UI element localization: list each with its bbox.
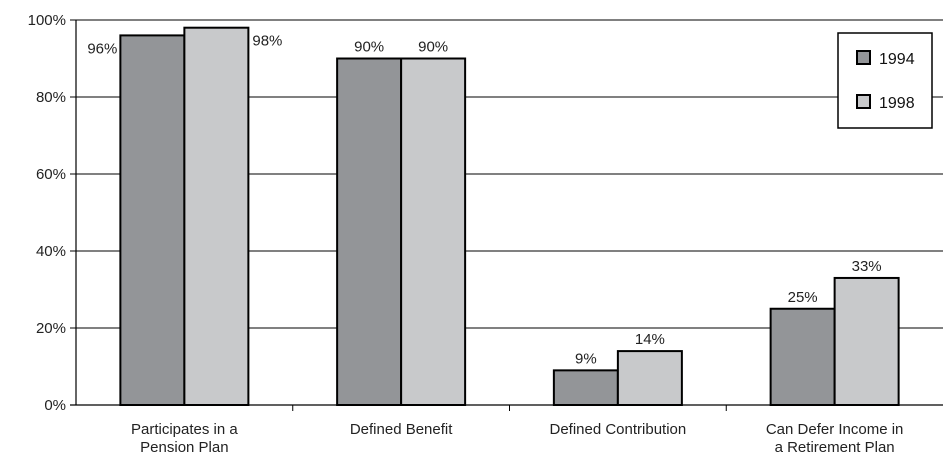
x-category-label-line: Pension Plan <box>140 439 228 456</box>
bar-1994-2 <box>552 369 619 407</box>
y-tick-label: 80% <box>36 89 66 106</box>
y-tick-label: 40% <box>36 243 66 260</box>
legend-label-1994: 1994 <box>879 51 915 68</box>
bar-1994-0 <box>119 34 186 407</box>
data-label: 96% <box>87 40 117 57</box>
x-category-label-line: Can Defer Income in <box>766 421 904 438</box>
x-category-label-line: Participates in a <box>131 421 238 438</box>
y-tick-label: 60% <box>36 166 66 183</box>
x-category-label-line: Defined Benefit <box>350 421 453 438</box>
bar-1998-1 <box>400 57 467 406</box>
legend-swatch-1994 <box>856 50 871 65</box>
data-label: 9% <box>575 350 597 367</box>
bar-1998-0 <box>183 26 250 406</box>
legend: 1994 1998 <box>837 32 933 129</box>
x-category-label-line: Defined Contribution <box>549 421 686 438</box>
legend-label-1998: 1998 <box>879 95 915 112</box>
data-labels: 96% 90% 9% 25% 98% 90% 14% 33% <box>87 33 881 368</box>
y-tick-label: 100% <box>28 12 66 29</box>
data-label: 90% <box>418 39 448 56</box>
y-tick-label: 0% <box>44 397 66 414</box>
bars <box>119 26 900 407</box>
bar-1998-3 <box>833 276 900 407</box>
x-category-label: Can Defer Income in a Retirement Plan <box>766 421 904 456</box>
x-category-label: Defined Contribution <box>549 421 686 438</box>
legend-swatch-1998 <box>856 94 871 109</box>
x-category-label-line: a Retirement Plan <box>775 439 895 456</box>
x-category-label: Participates in a Pension Plan <box>131 421 238 456</box>
data-label: 14% <box>635 331 665 348</box>
x-category-label: Defined Benefit <box>350 421 453 438</box>
legend-box <box>837 32 933 129</box>
data-label: 33% <box>852 258 882 275</box>
data-label: 90% <box>354 39 384 56</box>
data-label: 98% <box>252 33 282 50</box>
data-label: 25% <box>788 289 818 306</box>
bar-1994-3 <box>769 307 836 406</box>
bar-1994-1 <box>336 57 403 406</box>
y-tick-label: 20% <box>36 320 66 337</box>
bar-1998-2 <box>616 350 683 407</box>
